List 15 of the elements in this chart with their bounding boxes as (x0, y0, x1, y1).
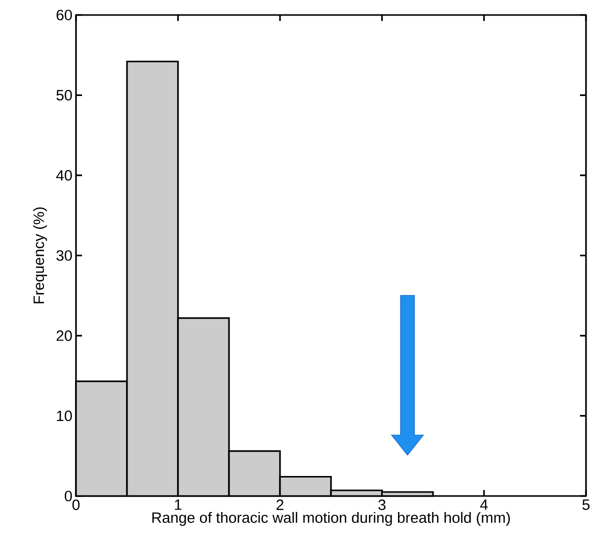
y-tick-label: 0 (64, 490, 72, 502)
y-tick-label: 60 (56, 10, 72, 20)
y-tick-label: 40 (56, 170, 72, 181)
y-tick-label: 50 (56, 90, 72, 100)
x-tick-label: 4 (480, 500, 488, 510)
x-tick-label: 1 (174, 500, 182, 510)
y-tick-label: 30 (56, 250, 72, 261)
x-axis-title: Range of thoracic wall motion during breath hold (mm) (152, 512, 510, 526)
x-tick-label: 3 (378, 500, 386, 510)
x-tick-label: 5 (582, 500, 590, 510)
y-tick-label: 10 (57, 410, 72, 422)
y-tick-label: 20 (56, 330, 72, 341)
x-tick-label: 2 (276, 500, 284, 510)
x-tick-label: 0 (72, 500, 80, 510)
y-axis-title: Frequency (%) (33, 207, 48, 304)
